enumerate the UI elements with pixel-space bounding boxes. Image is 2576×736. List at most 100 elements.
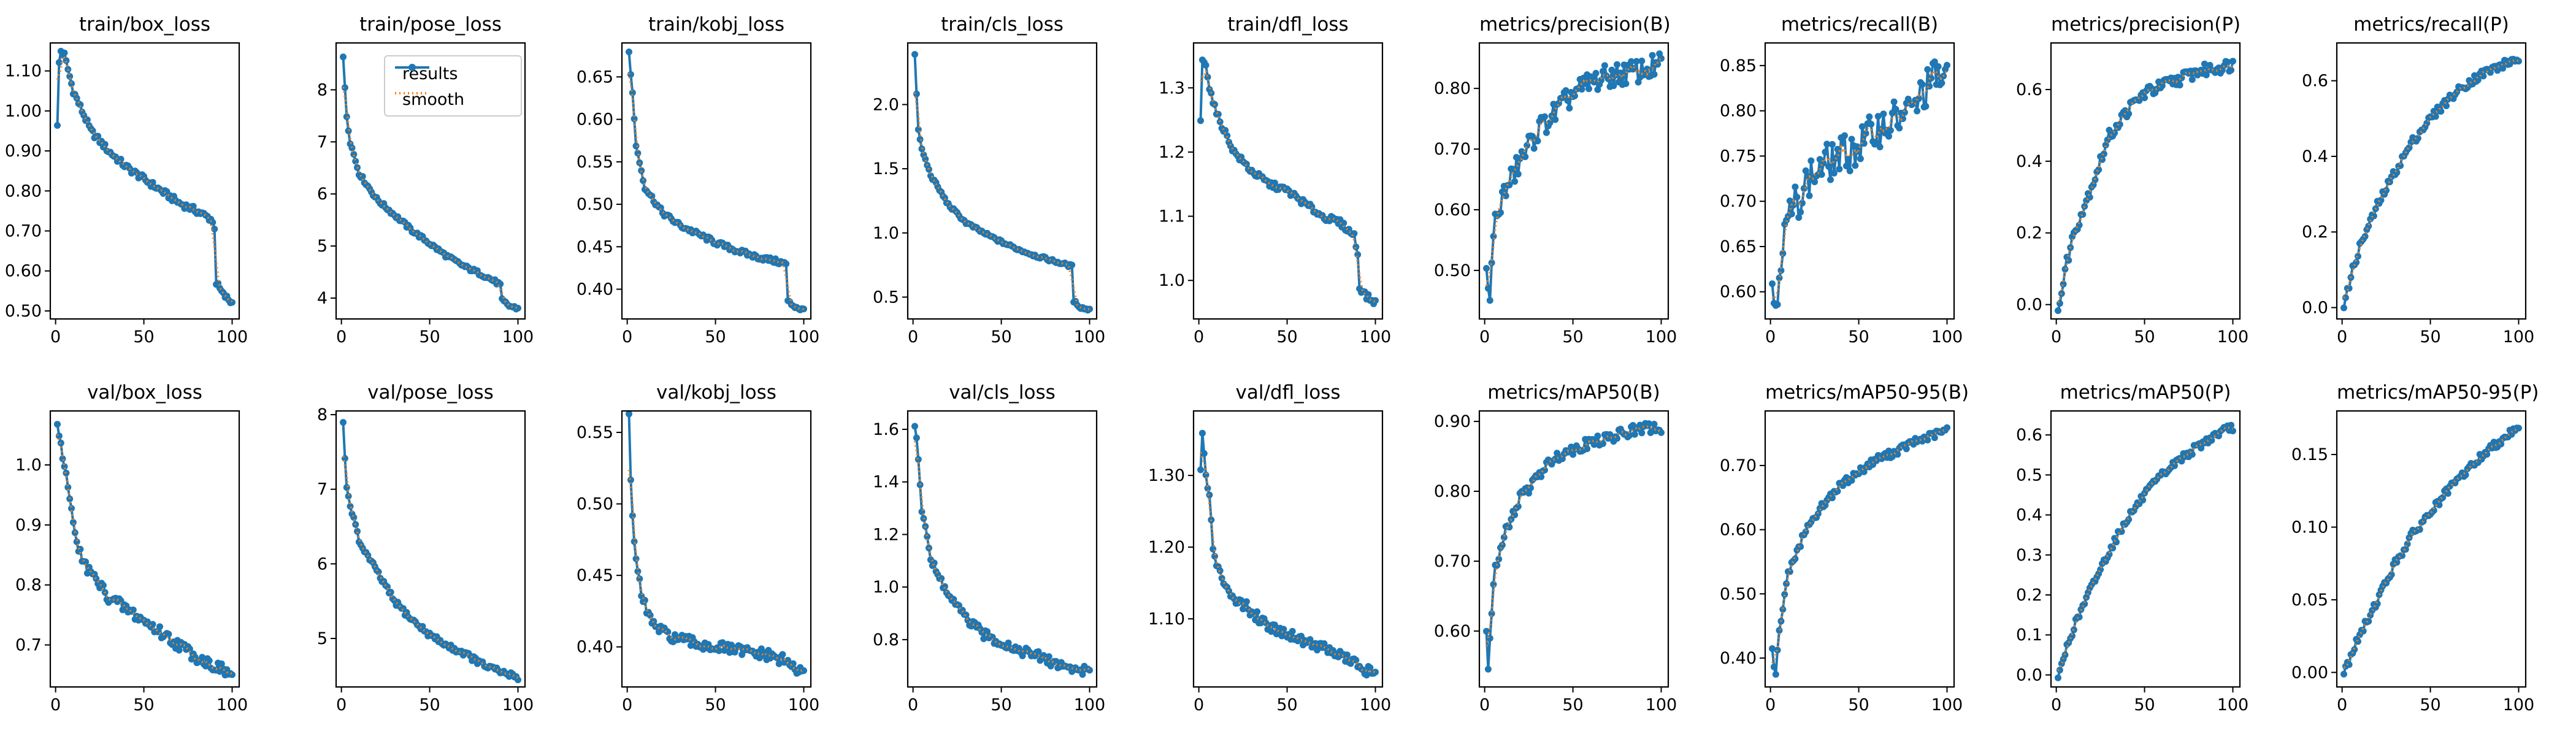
results-point xyxy=(1795,214,1803,221)
results-point xyxy=(1779,606,1787,613)
y-tick-label: 0.60 xyxy=(1434,201,1471,220)
results-point xyxy=(1214,110,1222,118)
results-point xyxy=(800,305,807,313)
results-point xyxy=(1564,97,1571,104)
chart-panel: 0 50 100 0.50 0.60 0.70 0.80 metrics/precision(… xyxy=(1429,0,1715,368)
y-tick-label: 0.65 xyxy=(577,67,613,86)
results-point xyxy=(1860,140,1868,147)
chart-plot: 0 50 100 0.7 0.8 0.9 1.0 xyxy=(15,410,248,715)
results-point xyxy=(1254,608,1261,615)
results-point xyxy=(2079,211,2087,218)
results-point xyxy=(1885,132,1892,140)
chart-panel: 0 50 100 0.0 0.1 0.2 0.3 0.4 0.5 0.6 metrics/mAP50… xyxy=(2001,368,2287,736)
chart-title: metrics/precision(B) xyxy=(1479,13,1671,36)
results-point xyxy=(1626,432,1633,439)
results-point xyxy=(1894,451,1901,458)
results-point xyxy=(1928,75,1935,82)
y-tick-label: 0.5 xyxy=(873,288,899,307)
x-tick-label: 0 xyxy=(2337,696,2347,715)
chart-panel: 0 50 100 1.10 1.20 1.30 val/dfl_loss xyxy=(1143,368,1429,736)
results-point xyxy=(1209,545,1217,553)
results-point xyxy=(1585,85,1592,93)
x-tick-label: 50 xyxy=(705,696,726,715)
results-point xyxy=(2116,121,2123,128)
y-tick-label: 5 xyxy=(317,237,328,256)
results-point xyxy=(343,113,350,120)
chart-plot: 0 50 100 0.50 0.60 0.70 0.80 xyxy=(1434,42,1677,347)
results-point xyxy=(1792,183,1799,191)
axes-frame xyxy=(907,410,1098,688)
results-point xyxy=(1340,220,1347,227)
x-tick-label: 50 xyxy=(1276,328,1297,347)
x-tick-label: 100 xyxy=(1646,328,1677,347)
chart-plot: 0 50 100 4 5 6 7 8 xyxy=(317,42,534,347)
results-point xyxy=(2136,97,2143,104)
results-point xyxy=(775,660,783,667)
results-point xyxy=(1562,87,1570,94)
results-point xyxy=(190,202,197,210)
results-point xyxy=(191,653,199,661)
chart-plot: 0 50 100 1.0 1.1 1.2 1.3 xyxy=(1159,42,1391,347)
y-tick-label: 7 xyxy=(317,480,328,499)
x-tick-label: 0 xyxy=(1194,328,1204,347)
results-point xyxy=(343,484,350,491)
results-point xyxy=(68,80,75,87)
results-point xyxy=(738,651,746,658)
y-tick-label: 0.0 xyxy=(2016,665,2042,684)
axes-frame xyxy=(621,42,812,320)
results-point xyxy=(1841,132,1848,139)
results-point xyxy=(1658,55,1665,62)
results-point xyxy=(1880,110,1887,118)
smooth-series-line xyxy=(342,86,518,309)
results-point xyxy=(2486,69,2494,76)
x-tick-label: 0 xyxy=(622,696,632,715)
results-point xyxy=(1204,74,1211,81)
results-point xyxy=(1594,86,1601,93)
smooth-series-line xyxy=(1771,428,1948,664)
results-point xyxy=(218,660,225,667)
results-point xyxy=(129,606,137,613)
x-tick-label: 100 xyxy=(1646,696,1677,715)
y-tick-label: 0.80 xyxy=(5,182,42,201)
smooth-series-line xyxy=(1485,58,1662,286)
results-series-line xyxy=(1485,422,1663,671)
smooth-series-line xyxy=(56,434,233,675)
results-point xyxy=(1786,568,1793,575)
y-tick-label: 0.3 xyxy=(2016,546,2042,565)
results-point xyxy=(2437,108,2445,115)
results-point xyxy=(1846,167,1853,175)
x-tick-label: 0 xyxy=(908,696,918,715)
results-point xyxy=(1924,66,1931,73)
results-point xyxy=(2388,571,2395,578)
results-series-line xyxy=(2057,424,2234,678)
results-point xyxy=(632,142,640,150)
results-point xyxy=(1218,575,1225,582)
results-point xyxy=(2158,82,2166,90)
results-point xyxy=(1788,210,1795,218)
y-tick-label: 2.0 xyxy=(873,95,899,114)
results-point xyxy=(1922,102,1930,110)
y-tick-label: 0.0 xyxy=(2302,299,2328,318)
axes-frame xyxy=(1764,42,1955,320)
results-point xyxy=(1793,193,1801,201)
results-point xyxy=(1938,79,1945,86)
chart-title: train/cls_loss xyxy=(941,13,1064,36)
results-point xyxy=(1774,301,1781,308)
results-point xyxy=(2355,253,2361,260)
results-point xyxy=(1534,137,1541,145)
y-tick-label: 0.6 xyxy=(2016,80,2042,99)
results-point xyxy=(1944,424,1950,431)
results-point xyxy=(1811,178,1819,185)
results-point xyxy=(2342,294,2349,301)
y-tick-label: 1.20 xyxy=(1148,538,1185,557)
x-tick-label: 100 xyxy=(1931,696,1963,715)
results-point xyxy=(2402,546,2409,553)
results-point xyxy=(2208,437,2215,444)
results-point xyxy=(1776,627,1783,634)
results-point xyxy=(71,529,79,536)
results-point xyxy=(64,484,72,491)
results-point xyxy=(1770,663,1777,670)
results-point xyxy=(2436,501,2443,508)
results-point xyxy=(2139,496,2147,504)
results-point xyxy=(627,71,634,78)
